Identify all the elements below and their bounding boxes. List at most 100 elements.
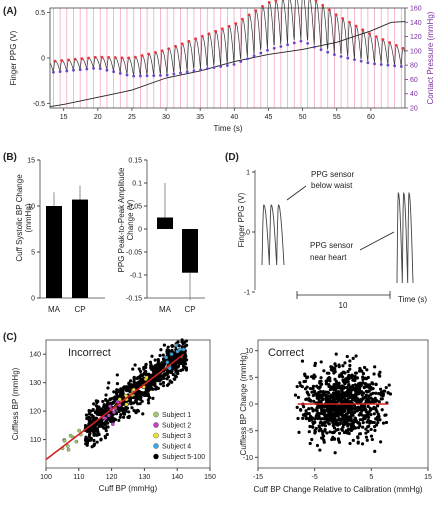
scatter-point [297,430,301,434]
scatter-point [302,405,306,409]
scatter-point [337,384,342,388]
scatter-point [109,397,113,401]
scatter-point [383,413,387,417]
scatter-point [315,443,320,448]
scatter-point [133,409,137,413]
scatter-point [377,400,381,404]
scatter-point [325,420,329,424]
scatter-point [337,397,341,401]
ppg-peak-marker [254,9,258,13]
scatter-point [314,415,318,419]
arrow-below [286,185,307,201]
scatter-point [295,405,299,409]
y-tick-label: 140 [29,352,41,359]
scatter-point [110,419,114,423]
subject-point [181,347,186,352]
scatter-point [84,413,89,417]
scatter-point [351,413,355,417]
scatter-point [347,415,351,419]
scatter-point [124,405,128,410]
scatter-point [335,386,339,390]
y-tick-label: 10 [27,204,35,211]
scatter-point [137,390,141,394]
ppg-peak-marker [214,29,218,33]
scatter-point [118,393,123,397]
scatter-point [372,412,376,416]
scatter-point [106,421,110,425]
scatter-point [380,397,384,401]
scatter-point [293,393,298,397]
x-tick-label: 45 [265,114,273,121]
ppg-near-heart-trace [396,192,414,284]
ppg-trough-marker [152,74,156,77]
ppg-trough-marker [165,73,169,77]
subject-point [108,404,112,409]
scatter-point [126,415,130,419]
scatter-point [366,429,370,433]
scatter-point [150,354,154,358]
scatter-point [125,385,129,390]
scatter-point [384,385,388,390]
category-label: MA [159,305,172,314]
subject-point [167,366,172,371]
scatter-point [334,392,339,396]
y-tick-label: 0.5 [35,10,45,17]
legend-label: Subject 5-100 [162,454,205,461]
scatter-point [310,390,314,394]
scatter-point [348,359,352,363]
category-label: CP [74,305,85,314]
scatter-point [87,432,92,437]
scatter-point [150,367,154,372]
scatter-point [346,394,351,398]
scatter-point [304,409,308,413]
ppg-trough-marker [199,68,203,72]
ppg-peak-marker [113,56,117,59]
scatter-point [361,376,365,381]
scatter-point [167,349,171,353]
scatter-point [357,391,361,395]
panel-c-label: (C) [3,332,17,343]
pressure-trace [49,21,406,108]
scatter-point [95,429,99,433]
scatter-point [325,431,329,435]
scatter-point [318,390,323,394]
y-tick-label: 5 [249,375,253,382]
y-tick-label: 5 [31,250,35,257]
ppg-trough-marker [138,74,142,78]
scatter-point [351,356,355,360]
scatter-point [154,366,159,370]
ppg-peak-marker [394,43,398,47]
scatter-point [305,385,309,389]
scatter-point [161,380,166,385]
scatter-point [153,358,157,362]
scatter-point [374,391,378,395]
scatter-point [378,418,382,422]
scatter-point [139,377,143,381]
ppg-peak-marker [361,28,365,32]
panel-a-ylabel: Finger PPG (V) [9,30,18,85]
scatter-point [357,387,362,391]
scatter-point [332,430,336,435]
scatter-point [374,382,378,387]
scatter-point [368,406,372,410]
scatter-point [99,422,103,427]
subject-point [62,438,67,443]
panel-c-right-ylabel: Cuffless BP Change (mmHg) [239,352,248,455]
subject-point [65,444,70,448]
scatter-point [358,366,362,371]
x-tick-label: 5 [369,474,373,481]
ppg-trough-marker [319,48,323,52]
y-tick-label: 1 [246,170,250,177]
subject-point [112,410,116,414]
scatter-point [348,363,352,368]
scatter-point [87,415,91,419]
scatter-point [137,367,141,371]
scatter-point [180,338,184,342]
x-tick-label: 25 [128,114,136,121]
y-tick-label: 15 [27,158,35,165]
ppg-trough-marker [118,72,122,75]
scatter-point [344,377,348,381]
scatter-point [318,421,322,425]
scatter-point [317,386,321,390]
scatter-point [295,384,299,389]
